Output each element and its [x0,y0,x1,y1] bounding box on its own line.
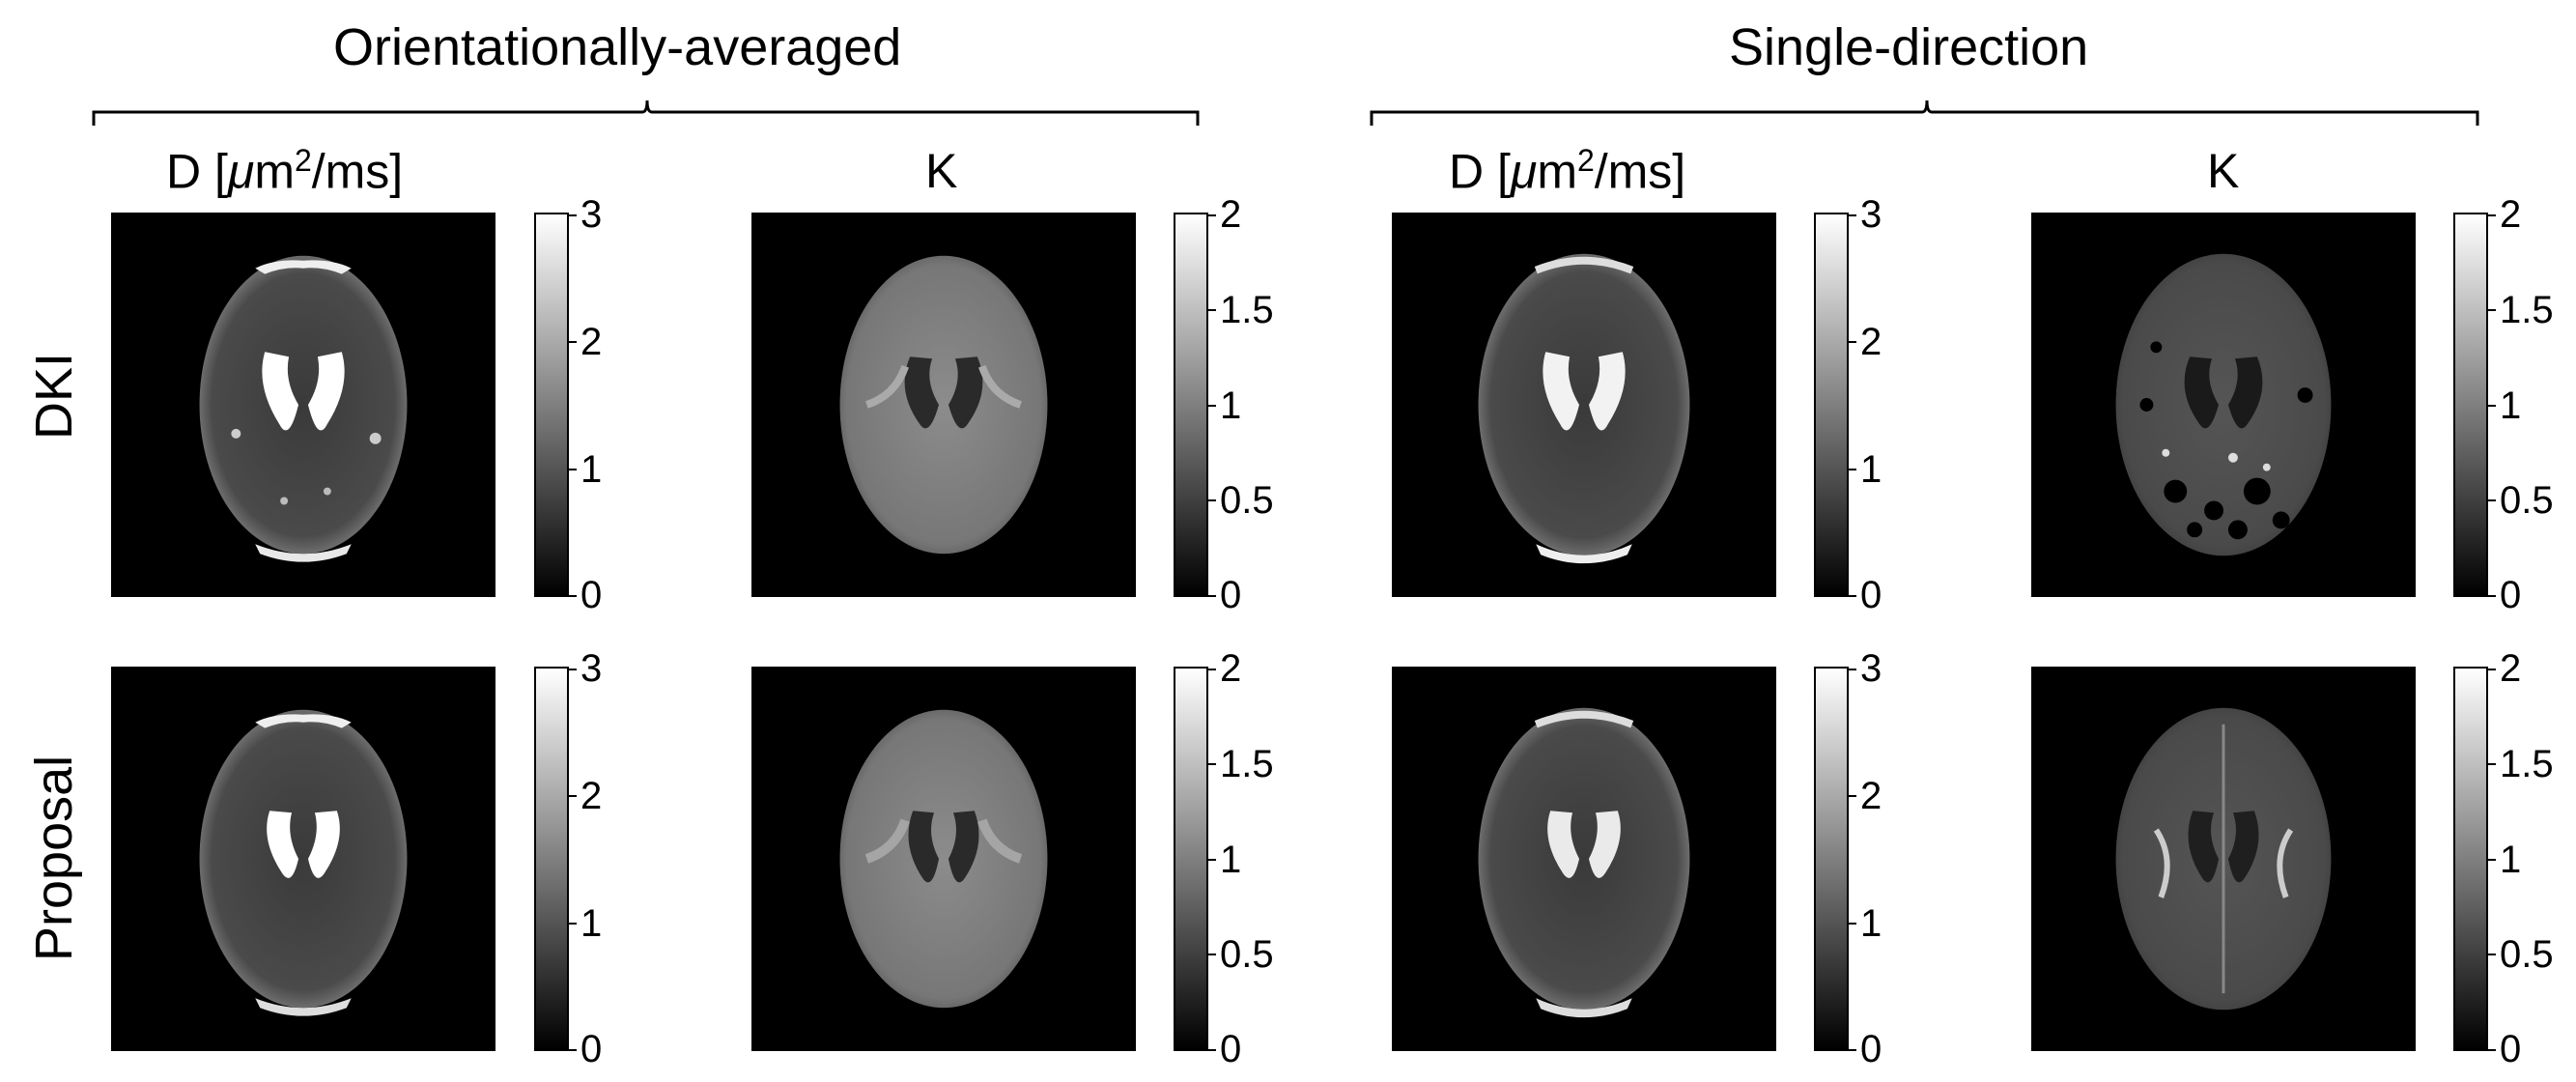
image-dki-k-averaged [751,213,1136,597]
image-proposal-k-single [2031,667,2416,1051]
tick-label: 1.5 [2500,743,2554,785]
image-proposal-k-averaged [751,667,1136,1051]
tick-label: 2 [1860,775,1882,817]
colorbar-dki-d-single: 3 2 1 0 [1814,193,1882,616]
group-title-orientationally-averaged: Orientationally-averaged [333,18,902,76]
tick-label: 3 [580,647,603,690]
tick-label: 1 [2500,384,2522,427]
column-title-k-averaged: K [925,144,958,198]
tick-label: 2 [580,775,603,817]
image-proposal-d-single [1392,667,1776,1051]
colorbar-proposal-k-averaged: 2 1.5 1 0.5 0 [1174,647,1274,1070]
colorbar-proposal-d-averaged: 3 2 1 0 [534,647,602,1070]
tick-label: 0.5 [1220,479,1274,522]
tick-label: 0 [580,574,603,616]
tick-label: 1 [1220,839,1242,881]
tick-label: 0.5 [2500,933,2554,976]
tick-label: 3 [1860,193,1882,236]
row-label-dki: DKI [25,352,83,440]
tick-label: 1 [2500,839,2522,881]
bracket-single-direction [1370,100,2479,126]
image-dki-d-single [1392,213,1776,597]
tick-label: 2 [1220,193,1242,236]
image-dki-d-averaged [111,213,495,597]
tick-label: 0 [1860,574,1882,616]
tick-label: 3 [580,193,603,236]
tick-label: 3 [1860,647,1882,690]
tick-label: 0 [2500,1028,2522,1070]
tick-label: 1 [1860,902,1882,945]
tick-label: 0 [580,1028,603,1070]
group-brackets [92,100,2479,126]
colorbar-dki-k-averaged: 2 1.5 1 0.5 0 [1174,193,1274,616]
colorbar-proposal-k-single: 2 1.5 1 0.5 0 [2453,647,2554,1070]
tick-label: 2 [2500,647,2522,690]
tick-label: 1 [1860,448,1882,491]
colorbar-dki-k-single: 2 1.5 1 0.5 0 [2453,193,2554,616]
column-title-k-single: K [2207,144,2240,198]
tick-label: 0 [1220,1028,1242,1070]
tick-label: 2 [1220,647,1242,690]
tick-label: 1 [1220,384,1242,427]
image-dki-k-single [2031,213,2416,597]
bracket-orientationally-averaged [92,100,1200,126]
column-title-d-single: D [μm2/ms] [1449,143,1686,199]
row-label-proposal: Proposal [25,755,83,961]
colorbar-proposal-d-single: 3 2 1 0 [1814,647,1882,1070]
colorbar-dki-d-averaged: 3 2 1 0 [534,193,602,616]
column-title-d-averaged: D [μm2/ms] [166,143,404,199]
tick-label: 0 [1220,574,1242,616]
tick-label: 1.5 [1220,289,1274,331]
tick-label: 2 [2500,193,2522,236]
group-title-single-direction: Single-direction [1729,18,2089,76]
tick-label: 2 [580,321,603,363]
tick-label: 1 [580,902,603,945]
tick-label: 2 [1860,321,1882,363]
tick-label: 0 [1860,1028,1882,1070]
tick-label: 1.5 [1220,743,1274,785]
tick-label: 0.5 [1220,933,1274,976]
tick-label: 1.5 [2500,289,2554,331]
tick-label: 1 [580,448,603,491]
tick-label: 0.5 [2500,479,2554,522]
image-proposal-d-averaged [111,667,495,1051]
tick-label: 0 [2500,574,2522,616]
